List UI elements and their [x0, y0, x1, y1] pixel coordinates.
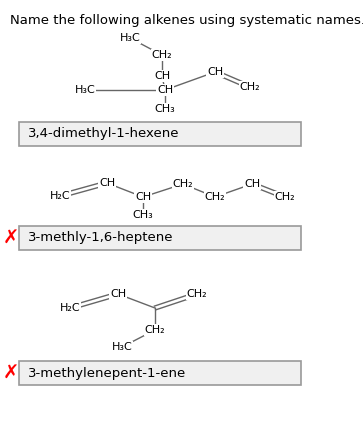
- Text: 3-methylenepent-1-ene: 3-methylenepent-1-ene: [28, 366, 186, 379]
- Text: CH: CH: [135, 192, 151, 202]
- Text: CH₂: CH₂: [173, 179, 193, 189]
- Text: H₃C: H₃C: [112, 342, 132, 352]
- Text: CH₃: CH₃: [155, 104, 175, 114]
- Text: CH₂: CH₂: [205, 192, 225, 202]
- Text: ✗: ✗: [3, 363, 19, 382]
- Text: CH: CH: [110, 289, 126, 299]
- Text: Name the following alkenes using systematic names.: Name the following alkenes using systema…: [10, 14, 363, 27]
- Text: CH: CH: [244, 179, 260, 189]
- Text: H₂C: H₂C: [60, 303, 80, 313]
- Text: CH₃: CH₃: [132, 210, 154, 220]
- FancyBboxPatch shape: [19, 361, 301, 385]
- Text: CH: CH: [207, 67, 223, 77]
- Text: CH₂: CH₂: [240, 82, 260, 92]
- Text: CH: CH: [157, 85, 173, 95]
- Text: CH₂: CH₂: [187, 289, 207, 299]
- Text: H₃C: H₃C: [120, 33, 140, 43]
- Text: CH₂: CH₂: [275, 192, 295, 202]
- FancyBboxPatch shape: [19, 122, 301, 146]
- Text: 3,4-dimethyl-1-hexene: 3,4-dimethyl-1-hexene: [28, 127, 179, 140]
- Text: ✗: ✗: [3, 229, 19, 248]
- Text: CH: CH: [99, 178, 115, 188]
- Text: CH₂: CH₂: [152, 50, 172, 60]
- FancyBboxPatch shape: [19, 226, 301, 250]
- Text: CH₂: CH₂: [145, 325, 165, 335]
- Text: CH: CH: [154, 71, 170, 81]
- Text: 3-methly-1,6-heptene: 3-methly-1,6-heptene: [28, 232, 174, 245]
- Text: H₃C: H₃C: [75, 85, 95, 95]
- Text: H₂C: H₂C: [50, 191, 70, 201]
